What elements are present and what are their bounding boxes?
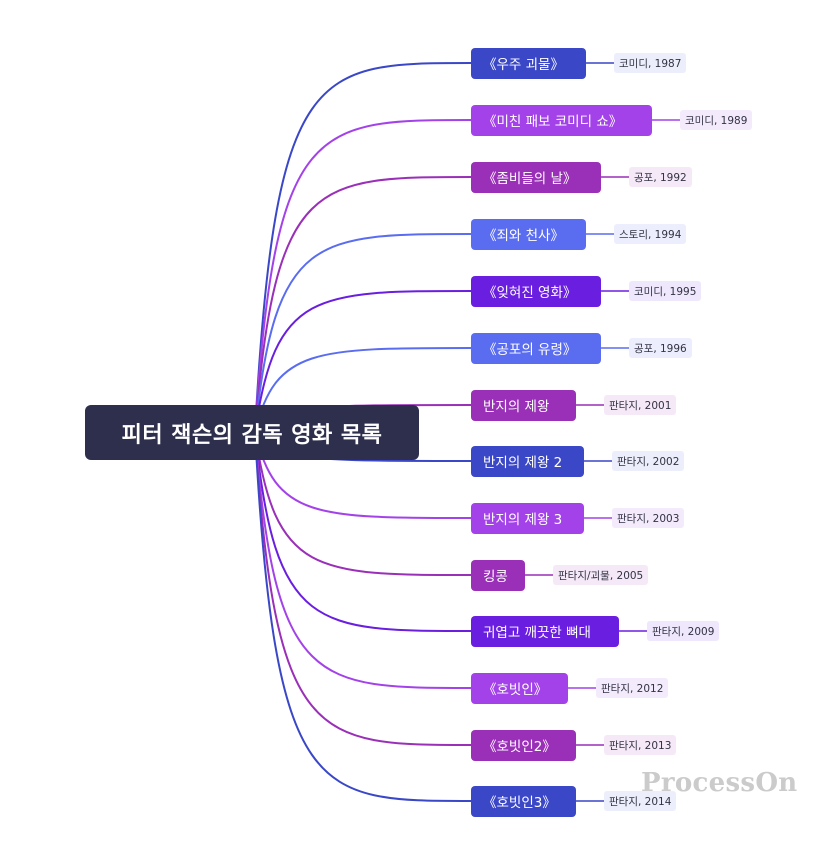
movie-detail-tag[interactable]: 코미디, 1989 [680, 110, 753, 130]
movie-detail-tag[interactable]: 코미디, 1987 [614, 53, 687, 73]
movie-node[interactable]: 반지의 제왕 [471, 389, 576, 421]
movie-detail-text: 판타지, 2002 [617, 455, 680, 468]
movie-title: 《호빗인3》 [483, 795, 556, 811]
branch-connector [254, 176, 472, 433]
movie-node[interactable]: 《공포의 유령》 [471, 332, 601, 364]
movie-title: 반지의 제왕 3 [483, 512, 563, 528]
movie-detail-tag[interactable]: 스토리, 1994 [614, 224, 687, 244]
movie-detail-text: 코미디, 1989 [685, 114, 748, 127]
branch-connector [254, 119, 472, 433]
movie-node[interactable]: 《호빗인2》 [471, 729, 576, 761]
movie-node[interactable]: 반지의 제왕 3 [471, 502, 584, 534]
movie-node[interactable]: 《좀비들의 날》 [471, 161, 601, 193]
movie-title: 귀엽고 깨끗한 뼈대 [483, 625, 591, 641]
movie-detail-text: 스토리, 1994 [619, 228, 682, 241]
watermark-logo: ProcessOn [641, 768, 798, 798]
movie-detail-tag[interactable]: 판타지, 2001 [604, 395, 677, 415]
movie-title: 반지의 제왕 [483, 399, 550, 415]
movie-detail-tag[interactable]: 공포, 1992 [629, 167, 692, 187]
movie-node[interactable]: 《미친 패보 코미디 쇼》 [471, 104, 652, 136]
movie-title: 《우주 괴물》 [483, 57, 564, 73]
movie-detail-text: 판타지, 2014 [609, 795, 672, 808]
movie-detail-text: 판타지, 2003 [617, 512, 680, 525]
branch-connector [254, 290, 472, 433]
movie-detail-text: 코미디, 1987 [619, 57, 682, 70]
movie-node[interactable]: 《호빗인3》 [471, 785, 576, 817]
movie-title: 킹콩 [483, 569, 508, 585]
movie-detail-tag[interactable]: 판타지, 2003 [612, 508, 685, 528]
movie-title: 《잊혀진 영화》 [483, 285, 577, 301]
root-topic[interactable]: 피터 잭슨의 감독 영화 목록 [85, 405, 419, 460]
branch-connector [254, 431, 472, 802]
branch-connector [254, 431, 472, 746]
movie-detail-tag[interactable]: 코미디, 1995 [629, 281, 702, 301]
movie-detail-text: 판타지, 2012 [601, 682, 664, 695]
movie-detail-tag[interactable]: 판타지, 2012 [596, 678, 669, 698]
movie-title: 《죄와 천사》 [483, 228, 564, 244]
movie-title: 《공포의 유령》 [483, 342, 577, 358]
movie-title: 《호빗인2》 [483, 739, 556, 755]
movie-title: 《좀비들의 날》 [483, 171, 577, 187]
movie-detail-text: 코미디, 1995 [634, 285, 697, 298]
branch-connector [254, 233, 472, 433]
branch-connector [254, 431, 472, 519]
movie-node[interactable]: 《우주 괴물》 [471, 47, 586, 79]
movie-node[interactable]: 킹콩 [471, 559, 525, 591]
branch-connector [254, 347, 472, 433]
movie-detail-text: 판타지, 2013 [609, 739, 672, 752]
movie-detail-text: 판타지, 2009 [652, 625, 715, 638]
movie-node[interactable]: 《잊혀진 영화》 [471, 275, 601, 307]
movie-detail-text: 판타지/괴물, 2005 [558, 569, 644, 582]
movie-node[interactable]: 반지의 제왕 2 [471, 445, 584, 477]
movie-detail-tag[interactable]: 판타지/괴물, 2005 [553, 565, 649, 585]
movie-detail-text: 판타지, 2001 [609, 399, 672, 412]
branch-connector [254, 431, 472, 632]
movie-detail-tag[interactable]: 판타지, 2002 [612, 451, 685, 471]
movie-node[interactable]: 《죄와 천사》 [471, 218, 586, 250]
root-topic-label: 피터 잭슨의 감독 영화 목록 [121, 422, 383, 448]
movie-node[interactable]: 《호빗인》 [471, 672, 568, 704]
movie-title: 반지의 제왕 2 [483, 455, 563, 471]
branch-connector [254, 431, 472, 576]
movie-title: 《호빗인》 [483, 682, 548, 698]
movie-node[interactable]: 귀엽고 깨끗한 뼈대 [471, 615, 619, 647]
branch-connector [254, 62, 472, 433]
movie-detail-text: 공포, 1992 [634, 171, 687, 184]
movie-detail-tag[interactable]: 판타지, 2013 [604, 735, 677, 755]
movie-detail-tag[interactable]: 판타지, 2014 [604, 791, 677, 811]
movie-detail-tag[interactable]: 판타지, 2009 [647, 621, 720, 641]
movie-detail-tag[interactable]: 공포, 1996 [629, 338, 692, 358]
branch-connector [254, 431, 472, 689]
movie-detail-text: 공포, 1996 [634, 342, 687, 355]
movie-title: 《미친 패보 코미디 쇼》 [483, 114, 623, 130]
